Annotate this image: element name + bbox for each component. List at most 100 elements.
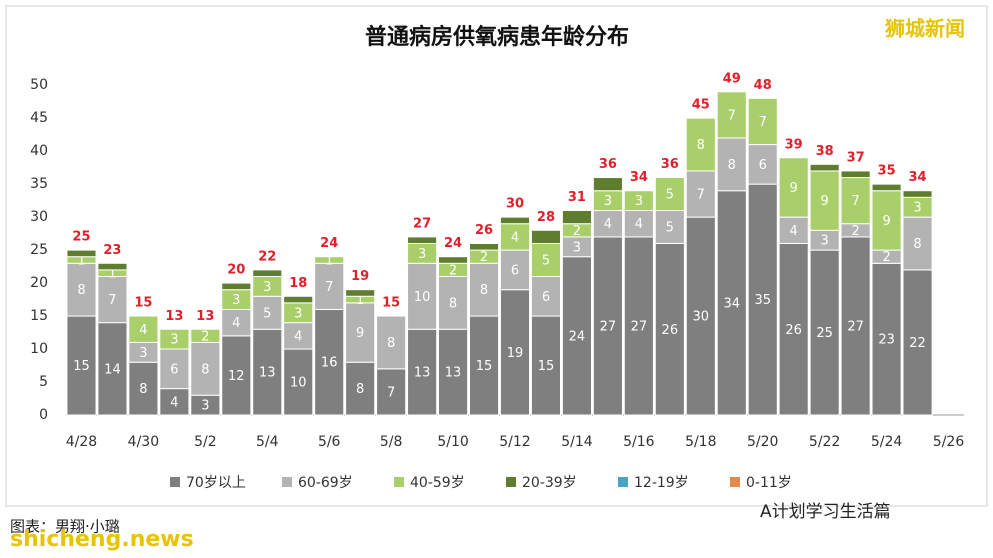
bar-segment — [438, 275, 469, 330]
segment-label: 15 — [538, 359, 555, 374]
segment-label: 34 — [723, 296, 740, 311]
segment-label: 3 — [418, 247, 426, 262]
bar-segment — [66, 249, 97, 258]
legend-label: 0-11岁 — [746, 475, 792, 491]
total-label: 23 — [103, 243, 121, 258]
segment-label: 15 — [73, 359, 90, 374]
segment-label: 5 — [542, 253, 550, 268]
segment-label: 3 — [294, 306, 302, 321]
segment-label: 6 — [511, 263, 519, 278]
segment-label: 4 — [511, 230, 519, 245]
legend-label: 60-69岁 — [298, 475, 353, 491]
segment-label: 27 — [847, 319, 864, 334]
bar-segment — [685, 117, 716, 172]
total-label: 22 — [258, 249, 276, 264]
bar-segment — [468, 315, 500, 416]
total-label: 45 — [692, 98, 710, 113]
bar-segment — [97, 262, 128, 271]
legend-swatch — [506, 477, 516, 487]
bar-segment — [809, 163, 840, 172]
segment-label: 19 — [507, 346, 524, 361]
segment-label: 3 — [635, 194, 643, 209]
segment-label: 3 — [913, 201, 921, 216]
bar-segment — [902, 269, 933, 416]
segment-label: 27 — [631, 319, 648, 334]
total-label: 48 — [754, 78, 772, 93]
bar-segment — [128, 361, 159, 416]
y-tick-label: 25 — [30, 242, 48, 258]
y-tick-label: 5 — [39, 374, 48, 390]
x-tick-label: 5/26 — [933, 434, 965, 450]
x-tick-label: 5/10 — [437, 434, 468, 450]
watermark: 狮城新闻 — [885, 17, 965, 41]
segment-label: 4 — [170, 395, 178, 410]
bar-segment — [840, 170, 871, 179]
legend-swatch — [394, 477, 404, 487]
segment-label: 15 — [476, 359, 493, 374]
bar-segment — [499, 249, 531, 291]
bar-segment — [530, 315, 562, 416]
total-label: 15 — [134, 296, 152, 311]
bar-segment — [159, 328, 190, 350]
y-tick-label: 50 — [30, 77, 48, 93]
total-label: 34 — [630, 170, 648, 185]
segment-label: 8 — [728, 158, 736, 173]
x-tick-label: 5/4 — [256, 434, 279, 450]
segment-label: 13 — [445, 366, 462, 381]
segment-label: 8 — [387, 336, 395, 351]
segment-label: 14 — [104, 362, 121, 377]
segment-label: 8 — [480, 283, 488, 298]
x-tick-label: 5/18 — [685, 434, 716, 450]
bar-segment — [592, 177, 623, 192]
total-label: 13 — [165, 309, 183, 324]
total-label: 39 — [785, 137, 803, 152]
segment-label: 30 — [693, 310, 710, 325]
chart-title: 普通病房供氧病患年龄分布 — [365, 24, 629, 50]
bar-segment — [747, 183, 778, 416]
total-label: 38 — [816, 144, 834, 159]
segment-label: 8 — [77, 283, 85, 298]
legend-swatch — [730, 477, 740, 487]
bar-segment — [283, 295, 314, 304]
y-tick-label: 40 — [30, 143, 48, 159]
segment-label: 4 — [294, 329, 302, 344]
x-tick-label: 5/8 — [380, 434, 403, 450]
segment-label: 9 — [821, 194, 829, 209]
segment-label: 6 — [759, 158, 767, 173]
segment-label: 22 — [909, 336, 926, 351]
bar-segment — [809, 249, 840, 416]
bar-segment — [407, 262, 438, 330]
bar-segment — [747, 97, 778, 146]
segment-label: 23 — [878, 333, 895, 348]
segment-label: 8 — [356, 382, 364, 397]
x-tick-label: 5/12 — [499, 434, 530, 450]
legend-label: 70岁以上 — [186, 475, 246, 491]
bar-segment — [623, 190, 654, 212]
bar-segment — [97, 275, 128, 324]
segment-label: 3 — [201, 399, 209, 414]
bar-segment — [252, 269, 283, 277]
segment-label: 13 — [259, 366, 276, 381]
x-tick-label: 5/2 — [194, 434, 217, 450]
bar-segment — [66, 315, 97, 416]
x-tick-label: 5/22 — [809, 434, 840, 450]
legend-label: 20-39岁 — [522, 475, 577, 491]
total-label: 13 — [196, 309, 214, 324]
bar-segment — [561, 256, 592, 416]
segment-label: 3 — [821, 234, 829, 249]
bar-segment — [871, 183, 902, 192]
segment-label: 12 — [228, 369, 245, 384]
x-tick-label: 4/28 — [66, 434, 97, 450]
legend-label: 40-59岁 — [410, 475, 465, 491]
bar-segment — [407, 236, 438, 244]
segment-label: 10 — [290, 376, 307, 391]
segment-label: 5 — [666, 221, 674, 236]
credit: 图表：男翔·小璐 — [10, 518, 120, 536]
bar-segment — [221, 335, 252, 416]
segment-label: 9 — [356, 326, 364, 341]
segment-label: 2 — [201, 329, 209, 344]
total-label: 26 — [475, 223, 493, 238]
total-label: 30 — [506, 197, 524, 212]
y-tick-label: 45 — [30, 110, 48, 126]
